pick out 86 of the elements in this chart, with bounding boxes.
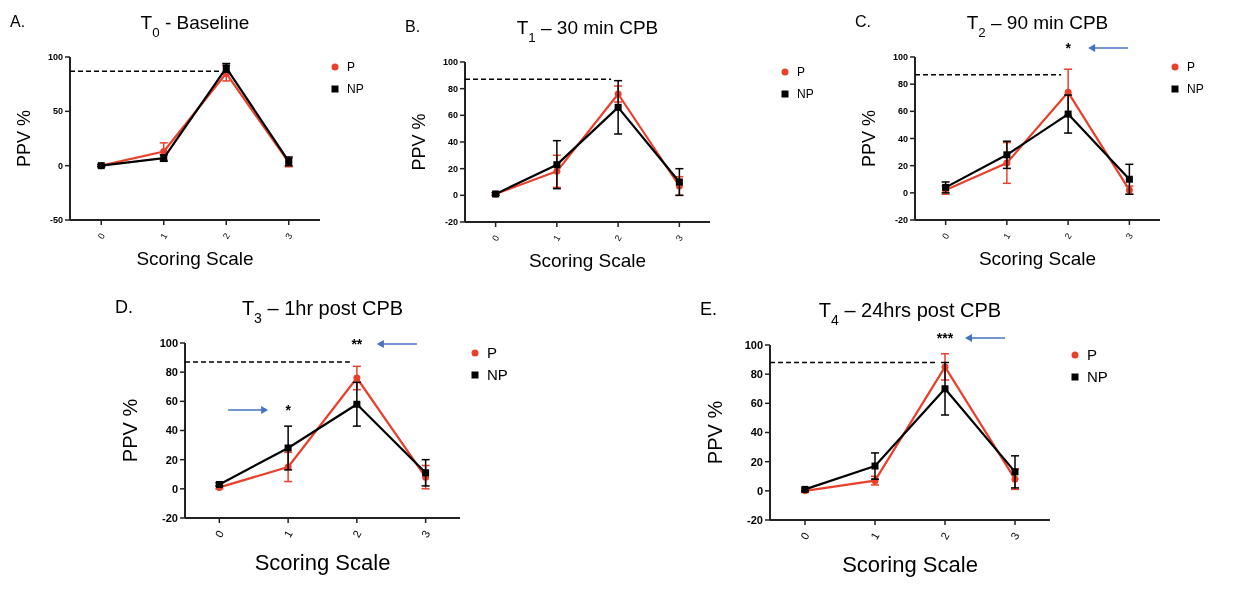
text: E. — [700, 299, 718, 319]
x-axis-title: Scoring Scale — [978, 248, 1097, 269]
y-tick-label: 0 — [902, 187, 908, 198]
x-tick-label: 2 — [938, 530, 952, 542]
chart-title: T$_{4}$ – 24hrs post CPB — [818, 299, 1002, 328]
legend-label: NP — [1087, 368, 1108, 386]
y-tick-label: 40 — [750, 426, 763, 439]
x-tick-label: 2 — [350, 528, 364, 540]
x-tick-label: 3 — [673, 233, 686, 243]
text: * — [1065, 40, 1072, 56]
y-tick-label: 0 — [57, 160, 63, 171]
y-tick-label: 100 — [47, 52, 63, 63]
y-tick-label: 50 — [52, 106, 63, 117]
x-tick-label: 0 — [798, 530, 812, 542]
legend-label: P — [487, 344, 498, 362]
legend-label: NP — [1187, 82, 1204, 97]
x-tick-label: 1 — [1001, 231, 1013, 241]
y-tick-label: 40 — [165, 424, 178, 437]
legend-label: P — [347, 60, 356, 75]
y-tick-label: 60 — [165, 395, 178, 408]
legend-label: P — [1187, 60, 1196, 75]
y-tick-label: 100 — [892, 52, 908, 63]
y-tick-label: 80 — [447, 83, 458, 94]
y-axis-title: PPV % — [859, 109, 879, 168]
legend-label: NP — [347, 82, 364, 97]
chart-title: T$_{1}$ – 30 min CPB — [516, 17, 659, 45]
legend-label: NP — [487, 366, 508, 384]
x-tick-label: 1 — [868, 530, 882, 542]
y-tick-label: 60 — [447, 110, 458, 121]
y-tick-label: 40 — [447, 137, 458, 148]
x-tick-label: 0 — [95, 231, 107, 241]
legend-label: P — [1087, 346, 1098, 364]
y-tick-label: 20 — [897, 160, 908, 171]
text: B. — [405, 18, 421, 35]
y-tick-label: 0 — [171, 482, 178, 495]
y-tick-label: -20 — [894, 215, 908, 226]
chart-title: T$_{3}$ – 1hr post CPB — [241, 297, 404, 326]
x-tick-label: 3 — [283, 231, 295, 241]
y-tick-label: 60 — [897, 106, 908, 117]
x-tick-label: 1 — [281, 528, 295, 540]
y-tick-label: -50 — [49, 215, 63, 226]
x-tick-label: 0 — [940, 231, 952, 241]
y-axis-title: PPV % — [704, 400, 726, 465]
x-tick-label: 0 — [212, 528, 226, 540]
text: D. — [115, 297, 133, 317]
y-axis-title: PPV % — [119, 398, 141, 463]
x-tick-label: 3 — [418, 528, 433, 540]
y-tick-label: 100 — [744, 338, 763, 351]
x-tick-label: 1 — [551, 233, 563, 243]
text: A. — [10, 13, 26, 30]
x-tick-label: 3 — [1123, 231, 1136, 241]
y-tick-label: -20 — [747, 513, 763, 526]
y-axis-title: PPV % — [409, 113, 429, 171]
y-tick-label: 0 — [452, 190, 458, 201]
chart-title: T$_{0}$ - Baseline — [140, 12, 250, 40]
x-tick-label: 1 — [158, 231, 170, 241]
y-tick-label: 80 — [897, 79, 908, 90]
y-tick-label: 80 — [750, 368, 763, 381]
x-tick-label: 0 — [490, 233, 502, 243]
y-tick-label: 0 — [756, 484, 763, 497]
y-tick-label: 80 — [165, 366, 178, 379]
y-tick-label: 20 — [165, 453, 178, 466]
y-axis-title: PPV % — [14, 109, 34, 168]
y-tick-label: 20 — [750, 455, 763, 468]
annotation: *** — [936, 330, 954, 346]
legend-label: P — [797, 65, 806, 80]
x-axis-title: Scoring Scale — [528, 250, 647, 271]
chart-title: T$_{2}$ – 90 min CPB — [966, 12, 1109, 40]
y-tick-label: -20 — [162, 511, 178, 524]
x-tick-label: 2 — [220, 231, 232, 241]
annotation: * — [285, 402, 292, 418]
x-axis-title: Scoring Scale — [254, 550, 391, 575]
annotation: ** — [351, 336, 363, 352]
x-axis-title: Scoring Scale — [136, 248, 254, 269]
y-tick-label: 40 — [897, 133, 908, 144]
text: C. — [855, 13, 871, 30]
x-tick-label: 3 — [1008, 530, 1022, 542]
y-tick-label: -20 — [444, 217, 458, 228]
y-tick-label: 20 — [447, 163, 458, 174]
y-tick-label: 60 — [750, 397, 763, 410]
x-tick-label: 2 — [612, 233, 624, 243]
y-tick-label: 100 — [159, 336, 178, 349]
legend-label: NP — [797, 87, 814, 102]
x-axis-title: Scoring Scale — [842, 552, 978, 577]
x-tick-label: 2 — [1062, 231, 1074, 241]
y-tick-label: 100 — [442, 57, 458, 68]
